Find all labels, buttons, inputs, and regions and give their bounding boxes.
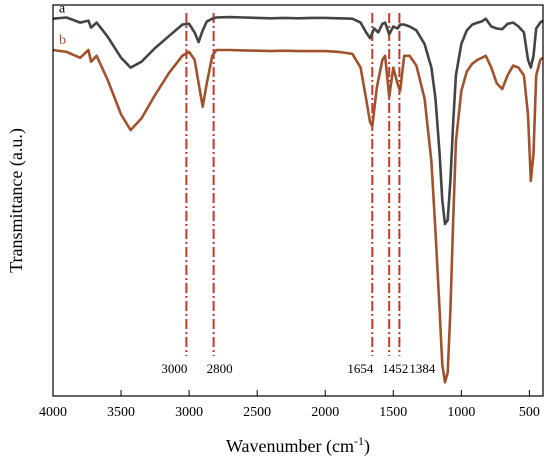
x-tick-label-500: 500 [519, 405, 540, 420]
x-axis-tick-labels: 4000 3500 3000 2500 2000 1500 1000 500 [39, 405, 540, 420]
x-tick-label-1500: 1500 [379, 405, 407, 420]
annotation-label-1654: 1654 [347, 361, 374, 376]
plot-frame [52, 4, 544, 397]
y-axis-title: Transmittance (a.u.) [6, 128, 27, 273]
series-label-a: a [59, 2, 66, 17]
x-tick-label-3500: 3500 [107, 405, 135, 420]
series-line-b [52, 48, 544, 384]
series-labels: ab [59, 2, 66, 48]
x-axis-title-main: Wavenumber (cm [226, 436, 354, 457]
x-axis-title-sup: -1 [354, 434, 364, 448]
spectra-series [52, 15, 544, 384]
x-tick-label-3000: 3000 [175, 405, 203, 420]
series-label-b: b [59, 33, 66, 48]
x-tick-label-2500: 2500 [243, 405, 271, 420]
x-axis-ticks [52, 390, 530, 396]
x-axis-title-close: ) [364, 436, 370, 457]
annotation-label-1384: 1384 [409, 361, 436, 376]
annotation-label-2800: 2800 [207, 361, 233, 376]
x-tick-label-1000: 1000 [447, 405, 475, 420]
series-line-a [52, 15, 544, 226]
annotation-label-1452: 1452 [382, 361, 408, 376]
annotation-label-3000: 3000 [161, 361, 187, 376]
x-tick-label-4000: 4000 [39, 405, 67, 420]
x-tick-label-2000: 2000 [311, 405, 339, 420]
annotation-labels: 3000 2800 1654 1452 1384 [161, 361, 436, 376]
annotation-lines [185, 13, 401, 356]
x-axis-title: Wavenumber (cm-1) [226, 434, 370, 457]
